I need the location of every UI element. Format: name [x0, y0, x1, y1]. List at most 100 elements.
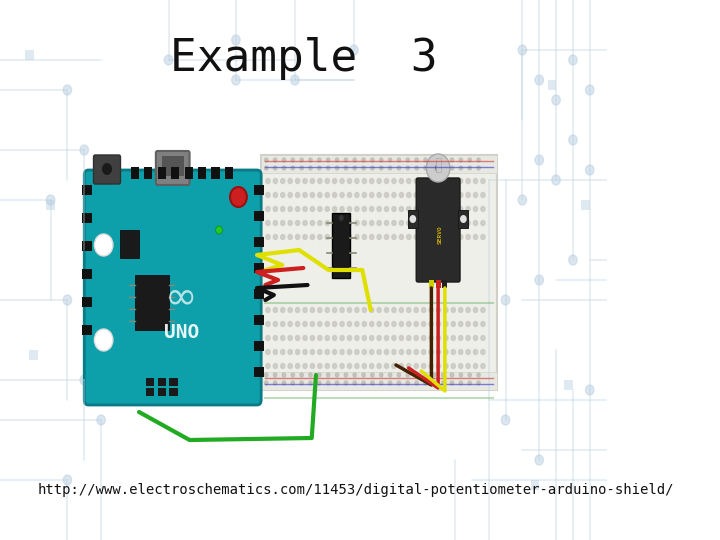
Text: UNO: UNO: [163, 322, 199, 341]
Circle shape: [481, 206, 485, 212]
Circle shape: [415, 158, 418, 162]
Circle shape: [451, 206, 455, 212]
Circle shape: [384, 307, 389, 313]
Circle shape: [333, 321, 337, 327]
Circle shape: [407, 307, 411, 313]
Circle shape: [585, 165, 594, 175]
Circle shape: [414, 307, 418, 313]
Circle shape: [424, 158, 427, 162]
Circle shape: [518, 45, 526, 55]
Circle shape: [325, 192, 329, 198]
Circle shape: [384, 363, 389, 368]
Circle shape: [392, 220, 396, 226]
Circle shape: [444, 234, 448, 240]
Bar: [82, 325, 92, 335]
FancyBboxPatch shape: [156, 151, 189, 185]
Circle shape: [347, 363, 351, 368]
Circle shape: [459, 192, 463, 198]
Circle shape: [429, 307, 433, 313]
Circle shape: [362, 321, 366, 327]
Circle shape: [429, 363, 433, 368]
Circle shape: [388, 373, 392, 377]
FancyBboxPatch shape: [416, 178, 460, 282]
Circle shape: [477, 373, 480, 377]
Circle shape: [325, 363, 329, 368]
Circle shape: [325, 206, 329, 212]
Circle shape: [274, 158, 276, 162]
Circle shape: [362, 220, 366, 226]
Bar: [82, 269, 92, 279]
FancyBboxPatch shape: [261, 155, 497, 390]
Circle shape: [377, 349, 382, 354]
Bar: [162, 156, 184, 176]
Circle shape: [468, 158, 472, 162]
Circle shape: [326, 158, 330, 162]
Circle shape: [288, 206, 292, 212]
Circle shape: [535, 155, 544, 165]
Circle shape: [282, 158, 286, 162]
Circle shape: [97, 415, 105, 425]
Circle shape: [474, 349, 477, 354]
Circle shape: [371, 381, 374, 385]
Circle shape: [46, 195, 55, 205]
Circle shape: [295, 349, 300, 354]
Circle shape: [400, 321, 403, 327]
Text: Example  3: Example 3: [170, 37, 437, 79]
Circle shape: [230, 187, 247, 207]
Circle shape: [281, 179, 285, 184]
Circle shape: [585, 85, 594, 95]
Circle shape: [481, 335, 485, 341]
Circle shape: [369, 335, 374, 341]
Circle shape: [273, 179, 277, 184]
Circle shape: [429, 321, 433, 327]
Circle shape: [288, 192, 292, 198]
Circle shape: [63, 475, 71, 485]
Circle shape: [326, 381, 330, 385]
Circle shape: [282, 166, 286, 170]
Circle shape: [407, 206, 411, 212]
Circle shape: [444, 206, 448, 212]
Circle shape: [303, 206, 307, 212]
Circle shape: [295, 307, 300, 313]
Circle shape: [273, 234, 277, 240]
Circle shape: [281, 192, 285, 198]
Circle shape: [232, 75, 240, 85]
Circle shape: [407, 179, 411, 184]
Circle shape: [295, 206, 300, 212]
Circle shape: [436, 349, 441, 354]
Circle shape: [282, 381, 286, 385]
Circle shape: [340, 220, 344, 226]
Circle shape: [481, 179, 485, 184]
Circle shape: [318, 335, 322, 341]
Circle shape: [164, 55, 173, 65]
Circle shape: [429, 192, 433, 198]
Circle shape: [80, 375, 89, 385]
Circle shape: [424, 166, 427, 170]
Circle shape: [459, 381, 462, 385]
Bar: [253, 211, 264, 221]
Circle shape: [273, 206, 277, 212]
Circle shape: [397, 158, 400, 162]
Circle shape: [318, 307, 322, 313]
Circle shape: [477, 158, 480, 162]
Circle shape: [310, 349, 315, 354]
Circle shape: [414, 220, 418, 226]
Circle shape: [501, 415, 510, 425]
Circle shape: [377, 206, 382, 212]
Circle shape: [310, 234, 315, 240]
Text: ∞: ∞: [165, 278, 197, 316]
Bar: [82, 297, 92, 307]
Circle shape: [429, 206, 433, 212]
Circle shape: [347, 192, 351, 198]
Circle shape: [266, 206, 270, 212]
Circle shape: [325, 335, 329, 341]
Circle shape: [362, 381, 365, 385]
Circle shape: [384, 349, 389, 354]
Circle shape: [295, 321, 300, 327]
Circle shape: [481, 349, 485, 354]
Circle shape: [355, 192, 359, 198]
Circle shape: [273, 363, 277, 368]
Circle shape: [406, 166, 410, 170]
Bar: [144, 167, 153, 179]
Circle shape: [347, 206, 351, 212]
